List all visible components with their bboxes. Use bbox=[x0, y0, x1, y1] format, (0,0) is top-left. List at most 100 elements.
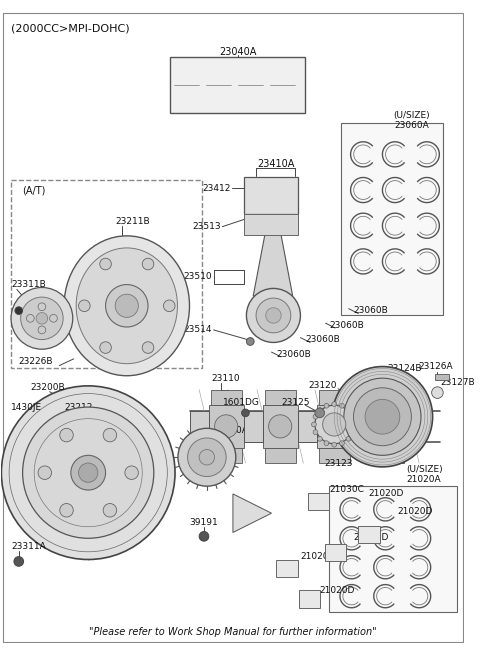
Text: "Please refer to Work Shop Manual for further information": "Please refer to Work Shop Manual for fu… bbox=[89, 627, 377, 637]
Circle shape bbox=[26, 314, 34, 322]
Circle shape bbox=[344, 378, 421, 455]
Polygon shape bbox=[265, 447, 296, 463]
Circle shape bbox=[14, 557, 24, 567]
Circle shape bbox=[215, 415, 238, 438]
Bar bbox=[435, 374, 449, 380]
Circle shape bbox=[332, 402, 336, 407]
Circle shape bbox=[315, 408, 324, 418]
Circle shape bbox=[103, 428, 117, 442]
Circle shape bbox=[188, 438, 226, 477]
Circle shape bbox=[79, 463, 98, 482]
Circle shape bbox=[71, 455, 106, 490]
Ellipse shape bbox=[76, 248, 178, 364]
Circle shape bbox=[352, 422, 357, 427]
Circle shape bbox=[377, 415, 400, 438]
Circle shape bbox=[79, 300, 90, 312]
Circle shape bbox=[313, 430, 318, 435]
Polygon shape bbox=[265, 390, 296, 405]
Circle shape bbox=[269, 415, 292, 438]
Text: (U/SIZE): (U/SIZE) bbox=[407, 465, 443, 474]
Circle shape bbox=[60, 504, 73, 517]
Text: 23060B: 23060B bbox=[353, 306, 388, 315]
Text: 23060B: 23060B bbox=[305, 335, 340, 344]
Circle shape bbox=[164, 300, 175, 312]
Circle shape bbox=[199, 531, 209, 541]
Circle shape bbox=[350, 414, 355, 419]
Text: 21020D: 21020D bbox=[397, 507, 432, 515]
Text: 23060B: 23060B bbox=[329, 320, 364, 329]
Bar bbox=[371, 405, 406, 447]
Text: (U/SIZE): (U/SIZE) bbox=[393, 111, 430, 121]
Circle shape bbox=[332, 367, 432, 467]
Text: 21020D: 21020D bbox=[368, 489, 403, 498]
Polygon shape bbox=[253, 235, 293, 296]
Circle shape bbox=[324, 403, 329, 408]
Circle shape bbox=[313, 414, 318, 419]
Circle shape bbox=[38, 326, 46, 334]
Text: 23120: 23120 bbox=[309, 381, 337, 390]
Circle shape bbox=[38, 466, 51, 479]
Circle shape bbox=[199, 449, 215, 465]
Bar bbox=[276, 559, 298, 577]
Polygon shape bbox=[341, 122, 443, 316]
Text: 21020D: 21020D bbox=[320, 586, 355, 595]
Circle shape bbox=[23, 407, 154, 538]
Bar bbox=[299, 590, 320, 608]
Circle shape bbox=[142, 258, 154, 270]
Circle shape bbox=[246, 288, 300, 343]
Bar bbox=[317, 405, 351, 447]
Bar bbox=[263, 405, 298, 447]
Text: (2000CC>MPI-DOHC): (2000CC>MPI-DOHC) bbox=[11, 23, 130, 33]
Text: 23510: 23510 bbox=[183, 272, 212, 282]
Bar bbox=[359, 526, 380, 543]
Bar bbox=[209, 405, 243, 447]
Circle shape bbox=[315, 405, 353, 443]
Text: 23060B: 23060B bbox=[276, 350, 311, 358]
Circle shape bbox=[317, 436, 322, 441]
Text: 23200B: 23200B bbox=[30, 383, 65, 392]
Circle shape bbox=[339, 403, 344, 408]
Polygon shape bbox=[319, 390, 349, 405]
Text: 21020A: 21020A bbox=[407, 475, 441, 484]
Bar bbox=[11, 180, 202, 369]
Text: 39191: 39191 bbox=[190, 518, 218, 527]
Text: 21020D: 21020D bbox=[300, 552, 336, 561]
Circle shape bbox=[1, 386, 175, 559]
Circle shape bbox=[332, 442, 336, 447]
Text: 39190A: 39190A bbox=[214, 426, 249, 435]
Circle shape bbox=[266, 308, 281, 323]
Bar bbox=[190, 411, 209, 442]
Bar bbox=[244, 214, 298, 235]
Text: 23211B: 23211B bbox=[115, 217, 150, 227]
Circle shape bbox=[241, 409, 249, 417]
Text: 23311B: 23311B bbox=[11, 280, 46, 289]
Circle shape bbox=[38, 303, 46, 310]
Polygon shape bbox=[373, 390, 404, 405]
Text: 21030C: 21030C bbox=[329, 485, 364, 494]
Circle shape bbox=[60, 428, 73, 442]
Circle shape bbox=[432, 387, 443, 398]
Text: 23410A: 23410A bbox=[258, 159, 295, 169]
Circle shape bbox=[312, 422, 316, 427]
Polygon shape bbox=[211, 447, 241, 463]
Circle shape bbox=[106, 284, 148, 327]
Text: 23513: 23513 bbox=[192, 222, 221, 231]
Text: 23040A: 23040A bbox=[219, 47, 256, 57]
Circle shape bbox=[36, 312, 48, 324]
Text: 1601DG: 1601DG bbox=[223, 398, 260, 407]
Bar bbox=[351, 411, 371, 442]
Bar bbox=[170, 57, 305, 113]
Polygon shape bbox=[373, 447, 404, 463]
Circle shape bbox=[15, 307, 23, 314]
Bar bbox=[308, 493, 329, 510]
Circle shape bbox=[365, 400, 400, 434]
Circle shape bbox=[317, 407, 322, 413]
Polygon shape bbox=[233, 494, 272, 533]
Circle shape bbox=[324, 441, 329, 445]
Text: 23124B: 23124B bbox=[387, 364, 422, 373]
Bar bbox=[329, 486, 456, 612]
Circle shape bbox=[350, 430, 355, 435]
Circle shape bbox=[125, 466, 138, 479]
Text: 23126A: 23126A bbox=[418, 362, 453, 371]
Circle shape bbox=[103, 504, 117, 517]
